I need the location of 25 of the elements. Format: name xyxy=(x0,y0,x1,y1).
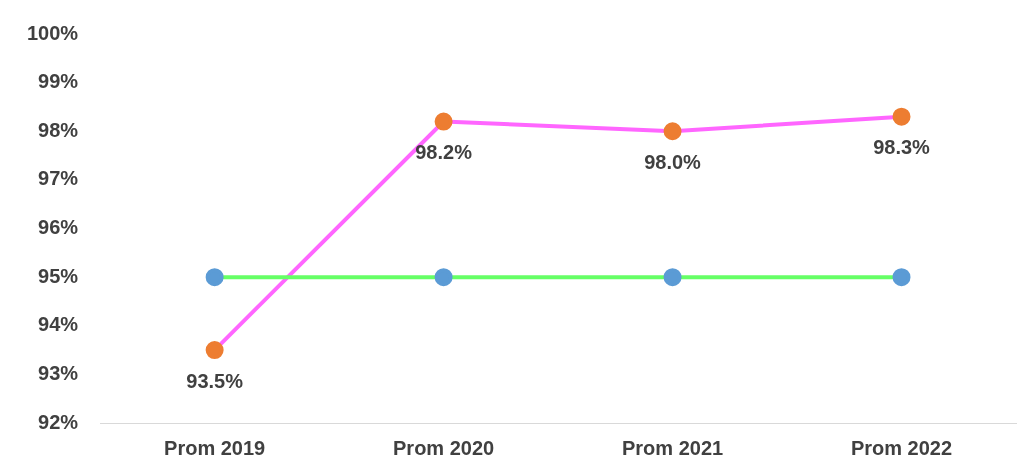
data-label: 98.2% xyxy=(415,141,473,164)
y-tick-label: 92% xyxy=(38,410,79,433)
point xyxy=(205,268,224,287)
y-tick-label: 95% xyxy=(38,264,79,287)
x-tick-label: Prom 2022 xyxy=(850,436,953,459)
y-tick-label: 99% xyxy=(38,70,79,93)
point xyxy=(434,268,453,287)
point xyxy=(663,122,682,141)
point xyxy=(434,112,453,131)
data-label: 93.5% xyxy=(186,369,244,392)
data-label: 98.3% xyxy=(873,136,931,159)
point xyxy=(663,268,682,287)
y-tick-label: 94% xyxy=(38,313,79,336)
data-label: 98.0% xyxy=(644,150,702,173)
y-tick-label: 100% xyxy=(27,21,79,44)
y-tick-label: 96% xyxy=(38,216,79,239)
x-tick-label: Prom 2019 xyxy=(164,436,266,459)
x-tick-label: Prom 2021 xyxy=(621,436,724,459)
point xyxy=(892,268,911,287)
point xyxy=(205,341,224,360)
x-tick-label: Prom 2020 xyxy=(393,436,495,459)
y-tick-label: 93% xyxy=(38,361,79,384)
y-tick-label: 98% xyxy=(38,118,79,141)
point xyxy=(892,107,911,126)
y-tick-label: 97% xyxy=(38,167,79,190)
